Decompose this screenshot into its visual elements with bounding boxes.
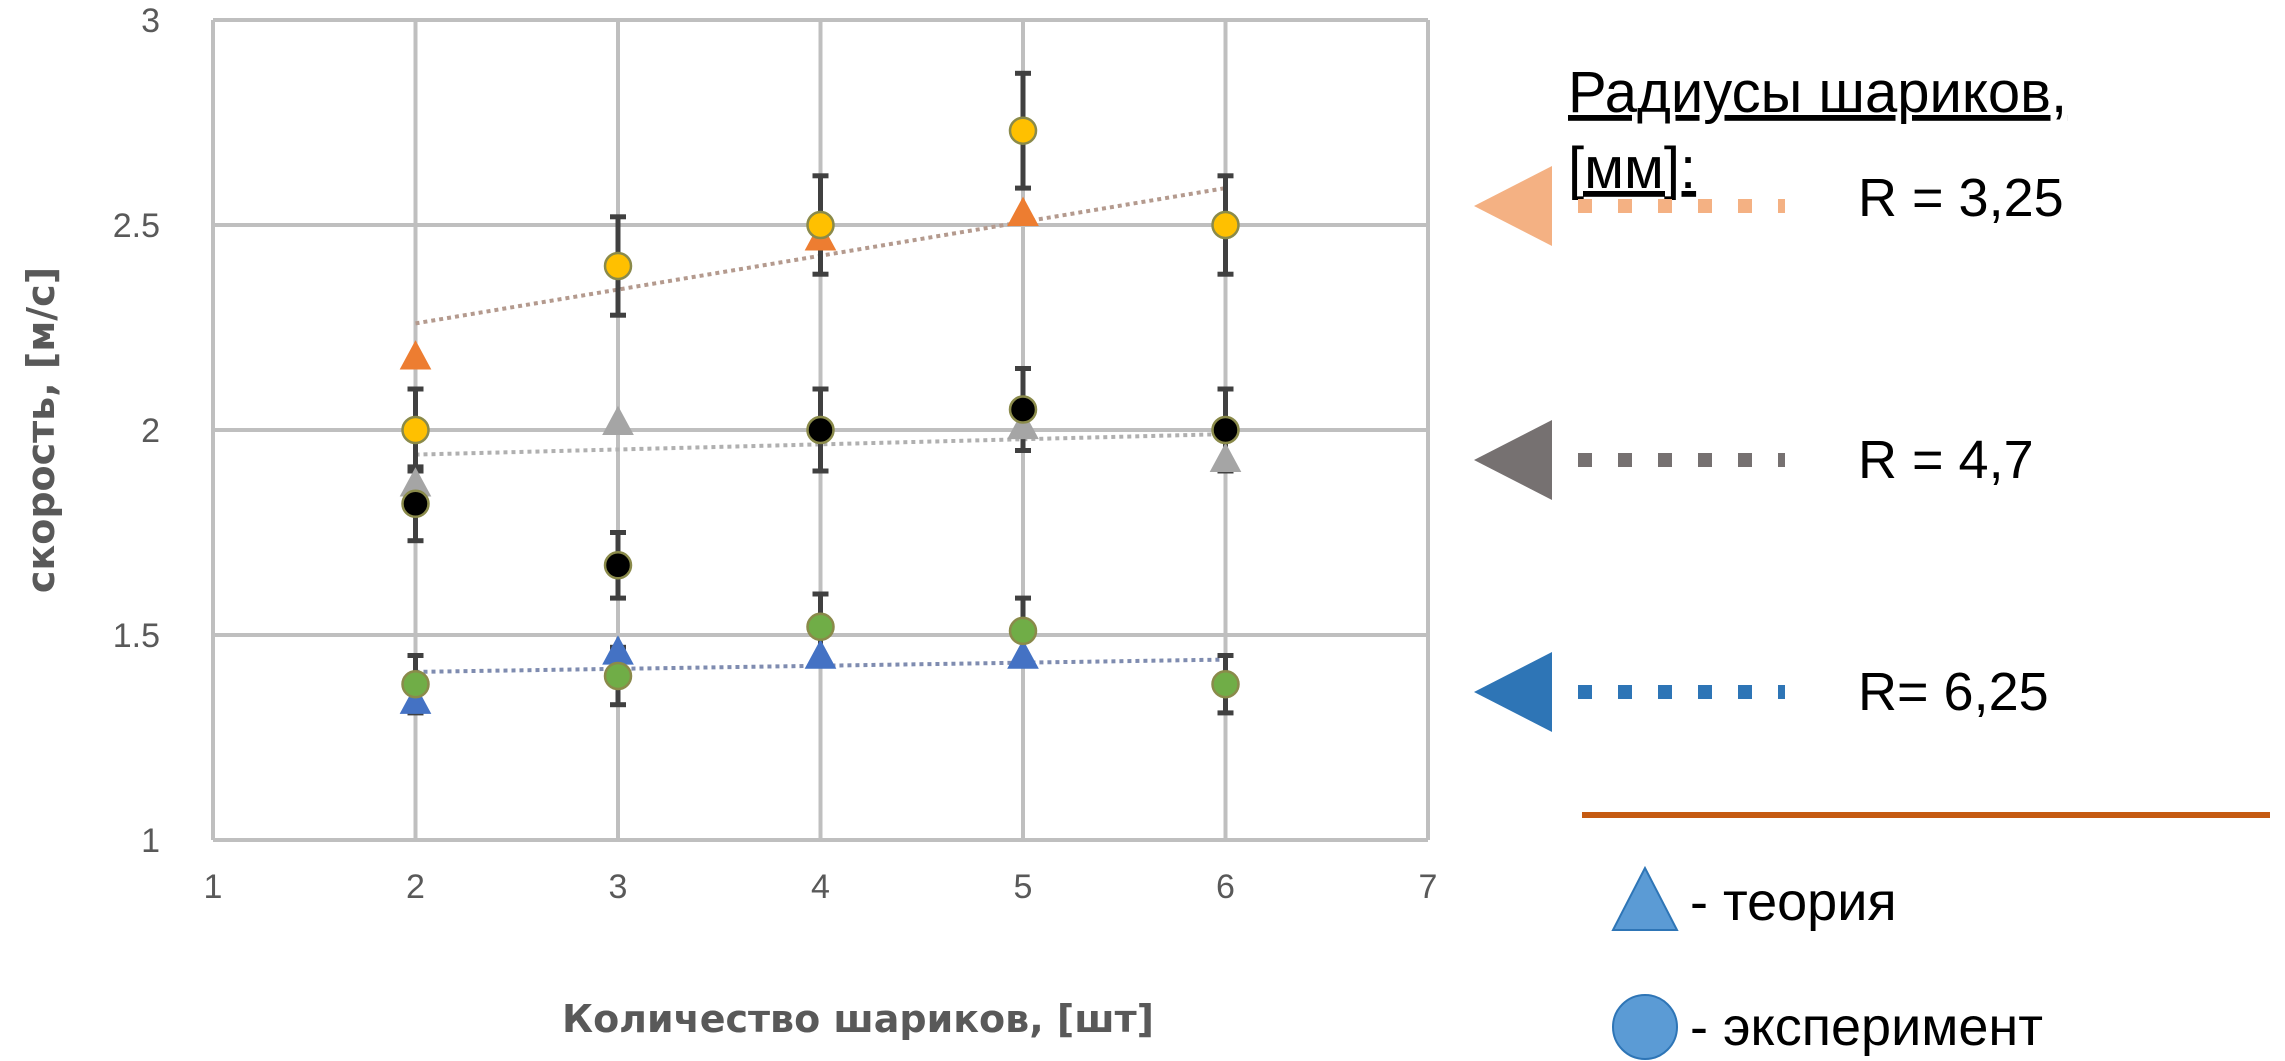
experiment-point: [1008, 395, 1038, 424]
experiment-point: [401, 415, 430, 445]
experiment-point: [1008, 616, 1038, 646]
experiment-point: [603, 551, 633, 580]
y-tick-label: 3: [141, 2, 160, 40]
experiment-point: [1211, 669, 1240, 699]
experiment-point: [1211, 210, 1240, 240]
legend-entry-r625: R= 6,25: [1474, 652, 2049, 732]
experiment-point: [1008, 116, 1038, 145]
x-tick-label: 2: [406, 868, 425, 906]
legend-entry-theory: - теория: [1611, 865, 1897, 932]
y-tick-label: 2.5: [113, 207, 160, 245]
theory-point: [1007, 196, 1039, 226]
y-tick-label: 2: [141, 412, 160, 450]
trendline: [415, 657, 1226, 674]
theory-point: [804, 639, 837, 669]
triangle-left-icon: [1474, 420, 1552, 500]
legend-title-line1: Радиусы шариков,: [1568, 60, 2067, 125]
triangle-up-icon: [1611, 865, 1679, 931]
tick-labels: 1 2 3 4 5 6 7 1 1.5 2 2.5 3: [113, 2, 1438, 906]
experiment-point: [603, 251, 633, 281]
trendline: [415, 432, 1226, 457]
theory-point: [1007, 409, 1039, 440]
legend-label-r325: R = 3,25: [1858, 168, 2064, 228]
theory-point: [1007, 639, 1039, 669]
legend-entry-experiment: - эксперимент: [1612, 994, 2043, 1060]
triangle-left-icon: [1474, 166, 1552, 246]
theory-point: [602, 405, 634, 436]
experiment-point: [401, 489, 430, 519]
legend: Радиусы шариков, [мм]: R = 3,25 R = 4,7 …: [1474, 60, 2270, 1060]
theory-point: [399, 684, 432, 714]
y-tick-label: 1.5: [113, 617, 160, 655]
triangle-left-icon: [1474, 652, 1552, 732]
legend-label-r47: R = 4,7: [1858, 430, 2034, 490]
x-tick-label: 7: [1419, 868, 1438, 906]
theory-point: [602, 635, 634, 665]
y-axis-title: скорость, [м/с]: [19, 267, 63, 593]
legend-entry-r47: R = 4,7: [1474, 420, 2034, 500]
x-axis-title: Количество шариков, [шт]: [562, 997, 1154, 1041]
experiment-point: [603, 661, 633, 691]
data-points: [399, 116, 1242, 714]
circle-icon: [1612, 994, 1678, 1060]
experiment-point: [806, 415, 835, 445]
x-tick-label: 3: [609, 868, 628, 906]
theory-point: [399, 340, 432, 370]
legend-label-r625: R= 6,25: [1858, 662, 2049, 722]
x-tick-label: 6: [1216, 868, 1235, 906]
legend-experiment-label: - эксперимент: [1690, 997, 2043, 1057]
theory-point: [1209, 442, 1242, 472]
experiment-point: [401, 669, 430, 699]
legend-entry-r325: R = 3,25: [1474, 166, 2064, 246]
x-tick-label: 4: [811, 868, 830, 906]
legend-title-line2: [мм]:: [1568, 136, 1696, 201]
experiment-point: [1211, 415, 1240, 445]
experiment-point: [806, 210, 835, 240]
x-tick-label: 1: [204, 868, 223, 906]
y-tick-label: 1: [141, 822, 160, 860]
experiment-point: [806, 612, 835, 642]
x-tick-label: 5: [1014, 868, 1033, 906]
legend-theory-label: - теория: [1690, 872, 1897, 932]
